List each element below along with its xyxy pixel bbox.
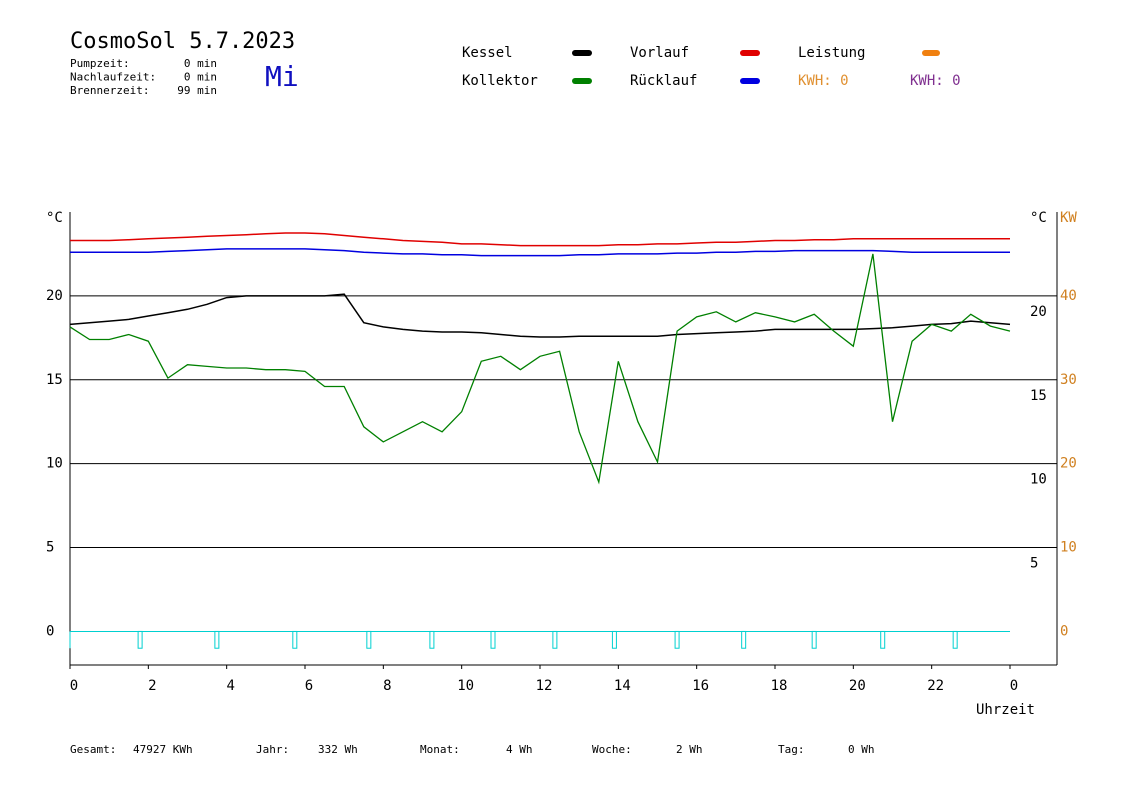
x-tick-label: 6 <box>305 678 313 694</box>
pump-pulse <box>366 630 372 649</box>
x-tick-label: 8 <box>383 678 391 694</box>
info-label: Brennerzeit: <box>70 84 149 97</box>
legend-label: Kollektor <box>462 73 538 89</box>
info-value: 0 min <box>184 57 217 70</box>
title: CosmoSol 5.7.2023 <box>70 29 295 54</box>
series-line <box>69 293 1011 338</box>
footer-label: Woche: <box>592 743 632 756</box>
pump-pulse <box>214 630 220 649</box>
footer-value: 47927 KWh <box>133 743 193 756</box>
info-value: 0 min <box>184 71 217 84</box>
footer-label: Gesamt: <box>70 743 116 756</box>
y-tick-label-right: 5 <box>1030 556 1038 572</box>
pump-pulse <box>741 630 747 649</box>
footer-value: 2 Wh <box>676 743 703 756</box>
footer-value: 0 Wh <box>848 743 875 756</box>
footer-label: Jahr: <box>256 743 289 756</box>
y-tick-label-right: 20 <box>1030 304 1047 320</box>
pump-pulse <box>490 630 496 649</box>
info-label: Nachlaufzeit: <box>70 71 156 84</box>
x-tick-label: 20 <box>849 678 866 694</box>
pump-pulse <box>292 630 298 649</box>
kwh-label: KWH: 0 <box>910 73 961 89</box>
pump-pulse <box>674 630 680 649</box>
y-tick-label: 10 <box>46 456 63 472</box>
y-unit: °C <box>46 210 63 226</box>
pump-pulse <box>552 630 558 649</box>
info-label: Pumpzeit: <box>70 57 130 70</box>
pump-pulse <box>811 630 817 649</box>
y2-unit: KW <box>1060 210 1077 226</box>
x-tick-label: 14 <box>614 678 631 694</box>
y-tick-label: 20 <box>46 288 63 304</box>
info-value: 99 min <box>177 84 217 97</box>
y-unit-right: °C <box>1030 210 1047 226</box>
y-tick-label: 15 <box>46 372 63 388</box>
y2-tick-label: 0 <box>1060 623 1068 639</box>
kwh-label: KWH: 0 <box>798 73 849 89</box>
x-label: Uhrzeit <box>976 702 1035 718</box>
y2-tick-label: 40 <box>1060 288 1077 304</box>
x-tick-label: 18 <box>771 678 788 694</box>
x-tick-label: 22 <box>927 678 944 694</box>
legend-label: Leistung <box>798 45 865 61</box>
footer-value: 332 Wh <box>318 743 358 756</box>
x-tick-label: 16 <box>692 678 709 694</box>
legend-label: Vorlauf <box>630 45 689 61</box>
x-tick-label: 10 <box>457 678 474 694</box>
legend-label: Rücklauf <box>630 73 697 89</box>
footer-label: Monat: <box>420 743 460 756</box>
y2-tick-label: 10 <box>1060 540 1077 556</box>
y-tick-label: 5 <box>46 540 54 556</box>
footer-label: Tag: <box>778 743 805 756</box>
legend-label: Kessel <box>462 45 513 61</box>
x-tick-label: 2 <box>148 678 156 694</box>
series-line <box>69 253 1011 485</box>
series-line <box>70 248 1010 257</box>
y2-tick-label: 20 <box>1060 456 1077 472</box>
day: Mi <box>265 60 299 93</box>
pump-pulse <box>952 630 958 649</box>
x-tick-label: 0 <box>1010 678 1018 694</box>
footer-value: 4 Wh <box>506 743 533 756</box>
y-tick-label: 0 <box>46 623 54 639</box>
y2-tick-label: 30 <box>1060 372 1077 388</box>
y-tick-label-right: 15 <box>1030 388 1047 404</box>
x-tick-label: 12 <box>536 678 553 694</box>
pump-pulse <box>611 630 617 649</box>
x-tick-label: 4 <box>226 678 234 694</box>
pump-pulse <box>880 630 886 649</box>
series-line <box>70 232 1010 247</box>
pump-pulse <box>429 630 435 649</box>
x-tick-label: 0 <box>70 678 78 694</box>
y-tick-label-right: 10 <box>1030 472 1047 488</box>
pump-pulse <box>137 630 143 649</box>
